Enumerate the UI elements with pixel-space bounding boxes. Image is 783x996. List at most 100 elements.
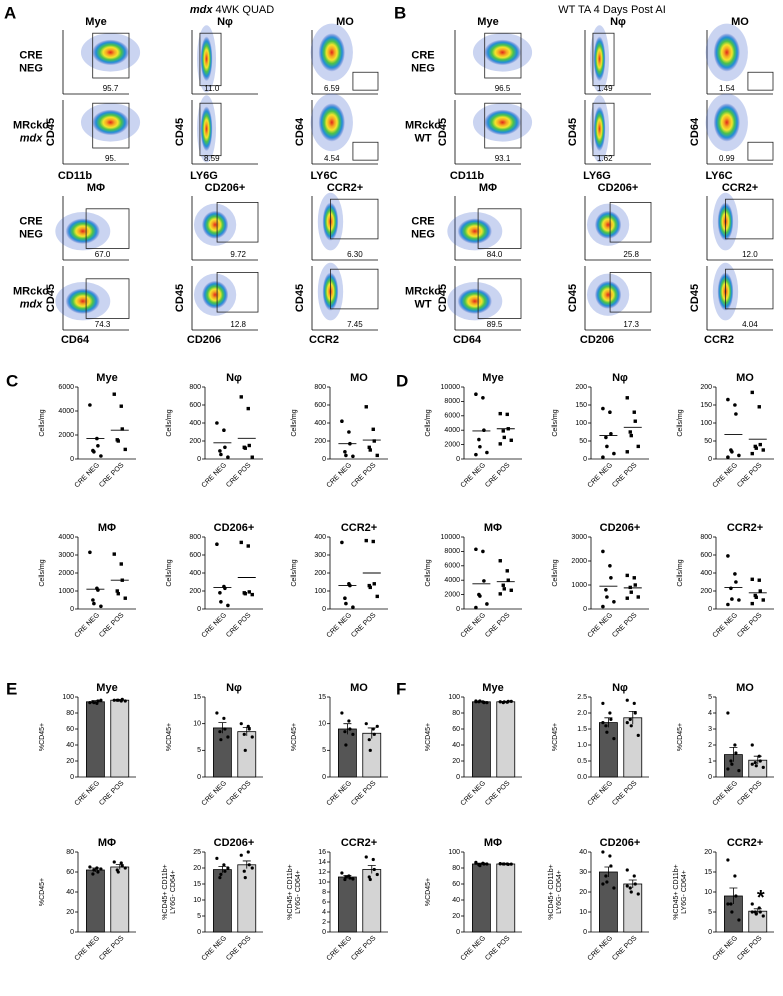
data-point bbox=[628, 430, 632, 434]
y-tick-label: 40 bbox=[452, 897, 460, 904]
gate bbox=[199, 32, 222, 87]
data-point bbox=[734, 751, 738, 755]
data-point bbox=[215, 421, 219, 425]
column-header: Mye bbox=[85, 16, 106, 28]
gate-percent: 8.59 bbox=[204, 154, 220, 163]
data-point bbox=[506, 862, 510, 867]
data-point bbox=[478, 444, 482, 449]
data-point bbox=[474, 861, 478, 865]
gate bbox=[592, 102, 615, 157]
panel-title: mdx 4WK QUAD bbox=[190, 4, 274, 16]
data-point bbox=[364, 855, 368, 859]
data-point bbox=[219, 872, 223, 877]
data-point bbox=[761, 765, 765, 770]
row-label: WT bbox=[414, 132, 431, 144]
data-point bbox=[250, 866, 254, 870]
y-tick-label: 200 bbox=[189, 438, 201, 445]
density-blob bbox=[65, 218, 100, 244]
y-tick-label: 2 bbox=[708, 742, 712, 749]
data-point bbox=[482, 701, 486, 705]
x-tick-label: CRE NEG bbox=[460, 935, 488, 963]
x-tick-label: CRE NEG bbox=[74, 780, 102, 808]
y-tick-label: 0 bbox=[456, 456, 460, 463]
data-point bbox=[737, 769, 741, 773]
panel-letter: E bbox=[6, 679, 17, 698]
y-tick-label: 0 bbox=[322, 774, 326, 781]
data-point bbox=[120, 427, 124, 431]
data-point bbox=[99, 604, 103, 609]
y-tick-label: 5 bbox=[322, 747, 326, 754]
data-point bbox=[730, 450, 734, 454]
chart-title: MΦ bbox=[484, 837, 502, 849]
data-point bbox=[750, 601, 754, 606]
data-point bbox=[605, 595, 609, 599]
x-tick-label: CRE POS bbox=[484, 780, 511, 807]
y-tick-label: 0.5 bbox=[577, 758, 587, 765]
x-tick-label: CRE NEG bbox=[712, 612, 740, 640]
chart-title: Nφ bbox=[612, 372, 628, 384]
data-point bbox=[726, 554, 730, 558]
y-tick-label: 20 bbox=[452, 758, 460, 765]
x-tick-label: CRE NEG bbox=[326, 935, 354, 963]
data-point bbox=[123, 596, 127, 600]
data-point bbox=[481, 549, 485, 554]
y-axis-label: Cells/mg bbox=[425, 559, 432, 586]
gate-percent: 11.0 bbox=[204, 84, 220, 93]
x-tick-label: CRE POS bbox=[611, 935, 638, 962]
y-tick-label: 2000 bbox=[444, 591, 460, 598]
x-axis-label: LY6C bbox=[705, 170, 732, 182]
data-point bbox=[737, 598, 741, 602]
x-tick-label: CRE POS bbox=[611, 462, 638, 489]
chart-title: MO bbox=[736, 372, 754, 384]
x-tick-label: CRE NEG bbox=[587, 462, 615, 490]
y-tick-label: 1.0 bbox=[577, 742, 587, 749]
chart-title: CCR2+ bbox=[341, 522, 377, 534]
data-point bbox=[340, 419, 344, 424]
y-tick-label: 16 bbox=[318, 849, 326, 856]
data-point bbox=[226, 603, 230, 608]
x-tick-label: CRE POS bbox=[611, 780, 638, 807]
y-tick-label: 200 bbox=[700, 588, 712, 595]
density-blob bbox=[65, 288, 100, 315]
data-point bbox=[348, 876, 352, 880]
data-point bbox=[119, 404, 123, 408]
y-tick-label: 10 bbox=[318, 721, 326, 728]
gate bbox=[484, 102, 522, 149]
x-axis-label: CD206 bbox=[580, 334, 614, 346]
data-point bbox=[340, 871, 344, 875]
y-tick-label: 60 bbox=[452, 726, 460, 733]
gate bbox=[484, 32, 522, 79]
data-point bbox=[754, 595, 758, 599]
data-point bbox=[758, 589, 762, 593]
title-italic: mdx bbox=[190, 4, 214, 16]
bar bbox=[212, 727, 232, 778]
chart-title: CD206+ bbox=[214, 837, 255, 849]
data-point bbox=[734, 580, 738, 584]
data-point bbox=[246, 406, 250, 411]
chart-title: Mye bbox=[482, 682, 503, 694]
density-blob bbox=[457, 218, 492, 244]
data-point bbox=[753, 593, 757, 598]
data-point bbox=[754, 446, 758, 450]
data-point bbox=[340, 540, 344, 545]
y-tick-label: 3 bbox=[708, 726, 712, 733]
gate bbox=[725, 198, 774, 240]
data-point bbox=[737, 453, 741, 458]
data-point bbox=[123, 699, 127, 703]
y-tick-label: 15 bbox=[193, 881, 201, 888]
y-axis-label: Cells/mg bbox=[425, 409, 432, 436]
data-point bbox=[633, 583, 637, 587]
y-tick-label: 2000 bbox=[58, 432, 74, 439]
chart-title: Nφ bbox=[226, 682, 242, 694]
data-point bbox=[633, 419, 637, 423]
y-tick-label: 0 bbox=[197, 929, 201, 936]
y-tick-label: 10 bbox=[579, 909, 587, 916]
density-blob bbox=[713, 33, 740, 72]
data-point bbox=[632, 874, 636, 878]
data-point bbox=[343, 450, 347, 454]
y-tick-label: 2 bbox=[322, 919, 326, 926]
column-header: CCR2+ bbox=[722, 182, 758, 194]
x-axis-label: CCR2 bbox=[704, 334, 734, 346]
panel-letter: F bbox=[396, 679, 406, 698]
y-axis-label: Cells/mg bbox=[39, 409, 46, 436]
